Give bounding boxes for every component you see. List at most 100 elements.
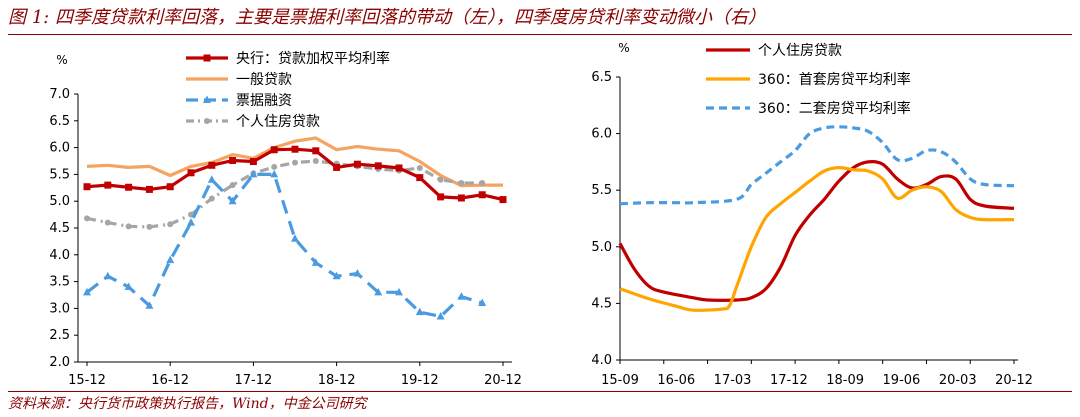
right-series-line-0 bbox=[618, 159, 1015, 302]
left-legend-marker bbox=[203, 54, 211, 62]
left-series-point-0 bbox=[208, 161, 216, 169]
left-x-tick-label: 16-12 bbox=[151, 373, 189, 388]
right-y-tick-label: 5.0 bbox=[591, 240, 612, 255]
left-legend-label: 央行：贷款加权平均利率 bbox=[236, 50, 390, 67]
left-series-point-3 bbox=[479, 179, 486, 186]
left-legend-marker bbox=[203, 95, 211, 103]
left-series-point-0 bbox=[270, 146, 278, 154]
left-series-point-2 bbox=[207, 175, 216, 183]
left-series-point-0 bbox=[125, 183, 133, 191]
left-legend-label: 个人住房贷款 bbox=[236, 114, 320, 130]
left-series-point-3 bbox=[167, 221, 174, 228]
left-series-point-0 bbox=[416, 174, 424, 182]
left-series-point-0 bbox=[437, 193, 445, 201]
left-y-tick-label: 4.0 bbox=[49, 248, 70, 263]
left-series-point-0 bbox=[249, 158, 257, 166]
left-y-tick-label: 6.5 bbox=[49, 114, 70, 129]
right-x-tick-label: 18-09 bbox=[826, 373, 864, 388]
left-series-point-2 bbox=[291, 234, 299, 242]
left-series-point-2 bbox=[166, 255, 175, 264]
right-series-line-2 bbox=[619, 125, 1015, 206]
left-series-point-0 bbox=[395, 164, 403, 172]
right-x-tick-label: 20-12 bbox=[995, 373, 1033, 388]
left-series-point-2 bbox=[332, 271, 341, 280]
right-y-tick-label: 6.5 bbox=[591, 70, 612, 85]
left-series-point-0 bbox=[229, 156, 237, 164]
left-series-point-0 bbox=[333, 163, 341, 171]
left-series-line-3 bbox=[86, 159, 483, 229]
right-chart: 4.0 4.5 5.0 5.5 6.0 6.5% 15-09 16-06 17-03 17-12 1… bbox=[591, 41, 1033, 388]
left-series-point-0 bbox=[166, 183, 174, 191]
left-series-point-2 bbox=[374, 287, 383, 296]
left-series-point-2 bbox=[270, 169, 279, 178]
left-series-point-0 bbox=[353, 160, 361, 168]
left-series-point-2 bbox=[478, 298, 487, 307]
right-y-unit-label: % bbox=[618, 41, 629, 55]
right-x-tick-label: 17-03 bbox=[714, 373, 752, 388]
left-series-point-0 bbox=[83, 183, 91, 191]
left-series-point-3 bbox=[84, 215, 90, 222]
source-note: 资料来源：央行货币政策执行报告，Wind，中金公司研究 bbox=[8, 396, 367, 412]
left-series-point-2 bbox=[249, 169, 258, 178]
right-x-tick-label: 15-09 bbox=[601, 373, 639, 388]
left-series-point-3 bbox=[208, 195, 215, 202]
right-series-line-1 bbox=[619, 165, 1015, 312]
left-series-point-0 bbox=[457, 194, 465, 202]
left-y-tick-label: 2.0 bbox=[49, 355, 70, 370]
right-x-tick-label: 20-03 bbox=[939, 373, 977, 388]
left-series-point-2 bbox=[124, 282, 133, 290]
left-y-tick-label: 4.5 bbox=[49, 221, 70, 236]
left-series-point-2 bbox=[415, 307, 424, 316]
figure-title: 图 1: 四季度贷款利率回落，主要是票据利率回落的带动（左），四季度房贷利率变动… bbox=[8, 7, 766, 28]
left-series-point-2 bbox=[145, 301, 154, 309]
left-series-point-3 bbox=[271, 163, 278, 170]
left-series-point-3 bbox=[437, 176, 444, 183]
left-series-point-3 bbox=[125, 223, 132, 230]
left-y-tick-label: 3.5 bbox=[49, 275, 70, 290]
left-series-point-2 bbox=[311, 258, 320, 266]
left-series-point-0 bbox=[291, 145, 299, 153]
left-series-point-3 bbox=[292, 159, 298, 166]
left-series-point-0 bbox=[312, 147, 320, 155]
left-y-tick-label: 7.0 bbox=[49, 87, 70, 102]
left-series-point-0 bbox=[187, 169, 195, 177]
left-x-tick-label: 19-12 bbox=[401, 373, 439, 388]
left-y-tick-label: 5.5 bbox=[49, 167, 70, 182]
right-x-tick-label: 19-06 bbox=[883, 373, 921, 388]
left-y-tick-label: 5.0 bbox=[49, 194, 70, 209]
right-y-tick-label: 6.0 bbox=[591, 127, 612, 142]
left-series-point-3 bbox=[416, 164, 423, 171]
right-legend-label: 360：首套房贷平均利率 bbox=[758, 71, 911, 88]
left-series-point-0 bbox=[478, 191, 486, 199]
left-series-point-2 bbox=[353, 269, 362, 277]
left-series-line-2 bbox=[86, 172, 483, 318]
left-series-point-3 bbox=[229, 182, 236, 189]
right-x-tick-label: 16-06 bbox=[657, 373, 695, 388]
left-legend-marker bbox=[204, 118, 210, 124]
left-x-tick-label: 15-12 bbox=[68, 373, 106, 388]
source-rule bbox=[8, 391, 1072, 392]
right-y-tick-label: 5.5 bbox=[591, 183, 612, 198]
right-y-tick-label: 4.0 bbox=[591, 353, 612, 368]
left-series-point-3 bbox=[458, 179, 465, 186]
left-y-tick-label: 2.5 bbox=[49, 328, 70, 343]
left-series-point-2 bbox=[83, 287, 91, 296]
left-series-point-2 bbox=[395, 287, 403, 296]
right-x-tick-label: 17-12 bbox=[770, 373, 808, 388]
left-legend-label: 票据融资 bbox=[236, 93, 292, 109]
left-legend-label: 一般贷款 bbox=[236, 72, 292, 88]
left-series-point-2 bbox=[436, 311, 445, 320]
left-x-tick-label: 17-12 bbox=[235, 373, 273, 388]
right-legend-label: 个人住房贷款 bbox=[758, 43, 842, 59]
left-series-line-1 bbox=[86, 136, 503, 188]
left-series-point-3 bbox=[146, 223, 153, 230]
left-series-point-0 bbox=[499, 196, 507, 204]
left-series-point-2 bbox=[187, 218, 195, 226]
left-x-tick-label: 18-12 bbox=[318, 373, 356, 388]
left-x-tick-label: 20-12 bbox=[484, 373, 522, 388]
left-series-point-2 bbox=[228, 196, 237, 205]
left-series-point-0 bbox=[374, 162, 382, 170]
left-series-point-0 bbox=[104, 181, 112, 189]
right-legend-label: 360：二套房贷平均利率 bbox=[758, 100, 911, 117]
